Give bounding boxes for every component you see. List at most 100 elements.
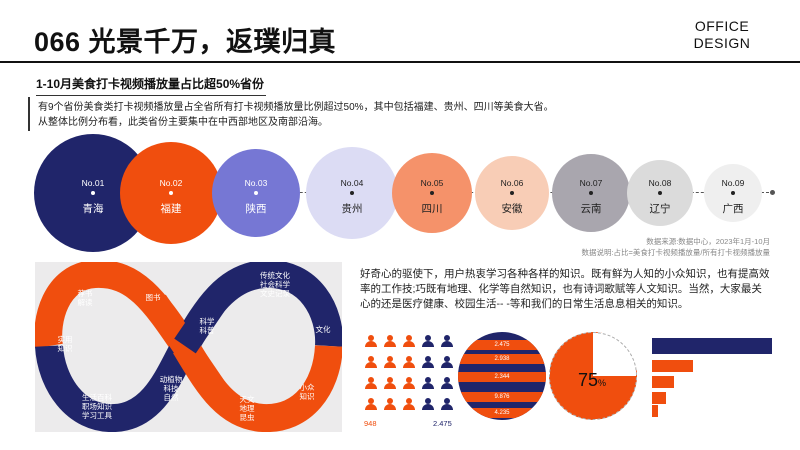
data-source-note: 数据来源:数据中心，2023年1月-10月 数据说明:占比=美食打卡视频播放量/… (581, 236, 770, 258)
stack-band (458, 392, 546, 402)
province-name: 陕西 (245, 203, 267, 215)
source-line-1: 数据来源:数据中心，2023年1月-10月 (646, 237, 770, 246)
person-icon (422, 398, 434, 410)
label-recommend: 荐书解读 (78, 288, 93, 307)
stack-value: 2.475 (494, 342, 510, 348)
hbar-4 (652, 392, 666, 404)
person-icon (384, 377, 396, 389)
stack-value: 2.938 (494, 356, 510, 362)
person-icon (365, 377, 377, 389)
province-rank: No.03 (244, 178, 268, 188)
province-dot (91, 191, 95, 195)
province-dot (731, 191, 735, 195)
province-rank: No.04 (340, 178, 364, 188)
label-culture: 文化 (316, 324, 331, 334)
intro-line-1: 有9个省份美食类打卡视频播放量占全省所有打卡视频播放量比例超过50%，其中包括福… (38, 102, 554, 113)
pie-chart (549, 332, 637, 420)
hbar-3 (652, 376, 674, 388)
province-bubble-9: No.09 广西 (704, 164, 762, 222)
header-divider (0, 61, 800, 63)
label-science: 科学科普 (200, 316, 215, 335)
province-dot (169, 191, 173, 195)
stack-band (458, 340, 546, 350)
label-astronomy: 天文地理昆虫 (240, 394, 255, 422)
province-rank: No.01 (81, 178, 105, 188)
intro-text: 有9个省份美食类打卡视频播放量占全省所有打卡视频播放量比例超过50%，其中包括福… (38, 100, 554, 130)
person-icon (441, 335, 453, 347)
knowledge-infinity-panel: 荐书解读 图书 实用知识 生活百科职场知识学习工具 动植物科技自然 科学科普 传… (35, 262, 342, 432)
knowledge-paragraph: 好奇心的驱使下，用户热衷学习各种各样的知识。既有鲜为人知的小众知识，也有提高效率… (360, 268, 770, 310)
person-icon (422, 335, 434, 347)
province-rank: No.05 (420, 178, 444, 188)
stack-band (458, 408, 546, 418)
province-bubble-8: No.08 辽宁 (627, 160, 693, 226)
person-icon (384, 356, 396, 368)
subtitle-underline (36, 95, 266, 96)
province-bubble-4: No.04 贵州 (306, 147, 398, 239)
province-bubble-5: No.05 四川 (392, 153, 472, 233)
province-dot (350, 191, 354, 195)
person-icon (365, 335, 377, 347)
province-rank: No.02 (159, 178, 183, 188)
label-culture-top: 传统文化社会科学文史记录 (260, 270, 290, 298)
province-name: 广西 (722, 203, 744, 215)
person-icon (403, 377, 415, 389)
province-rank: No.09 (721, 178, 745, 188)
province-dot (510, 191, 514, 195)
axis-end-dot (770, 190, 775, 195)
brand-line-1: OFFICE (694, 18, 750, 34)
label-animals: 动植物科技自然 (160, 374, 183, 402)
person-icon (365, 356, 377, 368)
province-name: 福建 (160, 203, 182, 215)
province-name: 青海 (82, 203, 104, 215)
intro-line-2: 从整体比例分布看，此类省份主要集中在中西部地区及南部沿海。 (38, 117, 328, 128)
person-icon (365, 398, 377, 410)
label-life: 生活百科职场知识学习工具 (82, 392, 112, 420)
province-dot (254, 191, 258, 195)
label-books: 图书 (146, 292, 161, 302)
province-bubble-2: No.02 福建 (120, 142, 222, 244)
label-niche: 小众知识 (300, 383, 315, 401)
stack-value: 4.235 (494, 410, 510, 416)
hbar-2 (652, 360, 693, 372)
hbar-1 (652, 338, 772, 354)
person-icon (384, 398, 396, 410)
infinity-loop-graphic: 荐书解读 图书 实用知识 生活百科职场知识学习工具 动植物科技自然 科学科普 传… (35, 262, 342, 432)
province-rank: No.08 (648, 178, 672, 188)
stacked-circle-chart: 2.475 2.938 2.344 9.876 4.235 (458, 332, 546, 420)
province-rank: No.06 (500, 178, 524, 188)
intro-accent-bar (28, 97, 30, 131)
province-dot (589, 191, 593, 195)
stack-band (458, 372, 546, 382)
province-name: 四川 (421, 203, 443, 215)
person-icon (403, 335, 415, 347)
section-subtitle: 1-10月美食打卡视频播放量占比超50%省份 (36, 77, 265, 91)
pie-unit: % (598, 378, 607, 388)
person-icon (441, 377, 453, 389)
stack-band (458, 354, 546, 364)
person-icon (441, 398, 453, 410)
person-icon (422, 377, 434, 389)
pie-percent-label: 75% (578, 370, 606, 391)
province-bubble-3: No.03 陕西 (212, 149, 300, 237)
province-bubble-1: No.01 青海 (34, 134, 152, 252)
province-name: 安徽 (501, 203, 523, 215)
person-icon (441, 356, 453, 368)
province-name: 云南 (580, 203, 602, 215)
pie-value: 75 (578, 370, 599, 390)
page-title: 066 光景千万，返璞归真 (34, 27, 337, 57)
person-icon (422, 356, 434, 368)
province-dot (658, 191, 662, 195)
province-bubble-6: No.06 安徽 (475, 156, 549, 230)
source-line-2: 数据说明:占比=美食打卡视频播放量/所有打卡视频播放量 (581, 248, 770, 257)
person-icon (384, 335, 396, 347)
people-icon-grid (363, 333, 457, 423)
label-practical: 实用知识 (58, 334, 73, 353)
people-count-left: 948 (364, 419, 377, 428)
person-icon (403, 398, 415, 410)
province-rank: No.07 (579, 178, 603, 188)
people-count-right: 2.475 (433, 419, 452, 428)
hbar-5 (652, 405, 658, 417)
province-name: 辽宁 (649, 203, 671, 215)
brand-line-2: DESIGN (693, 35, 751, 51)
